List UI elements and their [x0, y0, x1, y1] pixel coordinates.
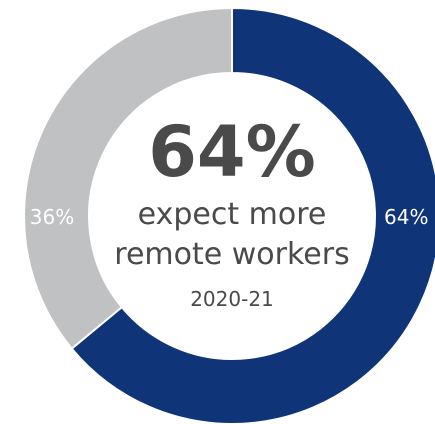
center-headline: 64%: [148, 111, 316, 193]
donut-slice-other: [23, 6, 233, 350]
center-line-1: expect more: [138, 197, 327, 232]
donut-slice-remote: [70, 6, 435, 424]
slice-label-other: 36%: [30, 205, 74, 229]
center-period: 2020-21: [190, 287, 274, 311]
slice-label-remote: 64%: [384, 205, 428, 229]
center-line-2: remote workers: [114, 237, 349, 272]
donut-slices: [23, 6, 435, 424]
